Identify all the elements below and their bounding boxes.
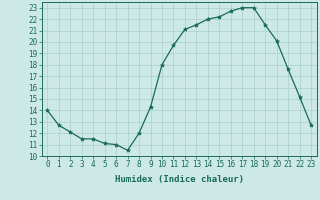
X-axis label: Humidex (Indice chaleur): Humidex (Indice chaleur): [115, 175, 244, 184]
